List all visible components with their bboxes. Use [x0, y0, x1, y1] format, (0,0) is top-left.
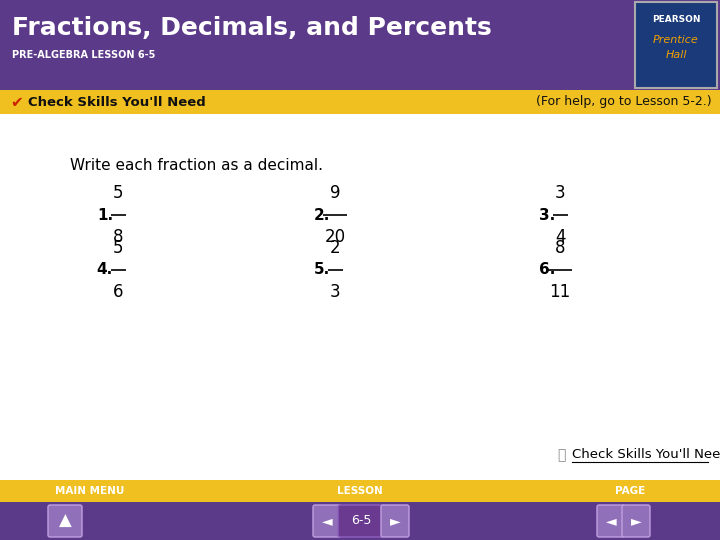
- Text: ▲: ▲: [58, 512, 71, 530]
- Text: Hall: Hall: [665, 50, 687, 60]
- Text: PRE-ALGEBRA LESSON 6-5: PRE-ALGEBRA LESSON 6-5: [12, 50, 156, 60]
- FancyBboxPatch shape: [622, 505, 650, 537]
- Text: 5: 5: [113, 239, 123, 257]
- Text: Fractions, Decimals, and Percents: Fractions, Decimals, and Percents: [12, 16, 492, 40]
- FancyBboxPatch shape: [381, 505, 409, 537]
- Text: Check Skills You'll Need: Check Skills You'll Need: [572, 449, 720, 462]
- FancyBboxPatch shape: [48, 505, 82, 537]
- Bar: [0, 502, 720, 540]
- Text: MAIN MENU: MAIN MENU: [55, 486, 125, 496]
- Text: ⓘ: ⓘ: [557, 448, 565, 462]
- Text: 6.: 6.: [539, 262, 555, 278]
- Text: 4.: 4.: [96, 262, 113, 278]
- FancyBboxPatch shape: [597, 505, 625, 537]
- Text: 2.: 2.: [314, 207, 330, 222]
- Text: 3.: 3.: [539, 207, 555, 222]
- Text: Check Skills You'll Need: Check Skills You'll Need: [28, 96, 206, 109]
- Text: 3: 3: [330, 283, 341, 301]
- Text: ✔: ✔: [10, 94, 23, 110]
- Text: Write each fraction as a decimal.: Write each fraction as a decimal.: [70, 158, 323, 172]
- Bar: [0, 480, 720, 502]
- Bar: [635, 2, 717, 88]
- Text: ◄: ◄: [322, 514, 333, 528]
- Text: LESSON: LESSON: [337, 486, 383, 496]
- Text: 2: 2: [330, 239, 341, 257]
- Text: 3: 3: [554, 184, 565, 202]
- Text: ►: ►: [390, 514, 400, 528]
- Text: PAGE: PAGE: [615, 486, 645, 496]
- Text: 6: 6: [113, 283, 123, 301]
- Bar: [0, 90, 720, 114]
- Text: 11: 11: [549, 283, 571, 301]
- Text: 8: 8: [554, 239, 565, 257]
- Text: Prentice: Prentice: [653, 35, 699, 45]
- Text: 9: 9: [330, 184, 341, 202]
- Text: ◄: ◄: [606, 514, 616, 528]
- Text: ►: ►: [631, 514, 642, 528]
- Bar: [0, 0, 720, 90]
- Text: 4: 4: [554, 228, 565, 246]
- Text: 8: 8: [113, 228, 123, 246]
- Text: 6-5: 6-5: [351, 515, 372, 528]
- Text: 20: 20: [325, 228, 346, 246]
- Text: (For help, go to Lesson 5-2.): (For help, go to Lesson 5-2.): [536, 96, 712, 109]
- Text: 5.: 5.: [314, 262, 330, 278]
- FancyBboxPatch shape: [313, 505, 341, 537]
- Text: 5: 5: [113, 184, 123, 202]
- Text: PEARSON: PEARSON: [652, 16, 701, 24]
- Text: 1.: 1.: [97, 207, 113, 222]
- FancyBboxPatch shape: [338, 505, 384, 537]
